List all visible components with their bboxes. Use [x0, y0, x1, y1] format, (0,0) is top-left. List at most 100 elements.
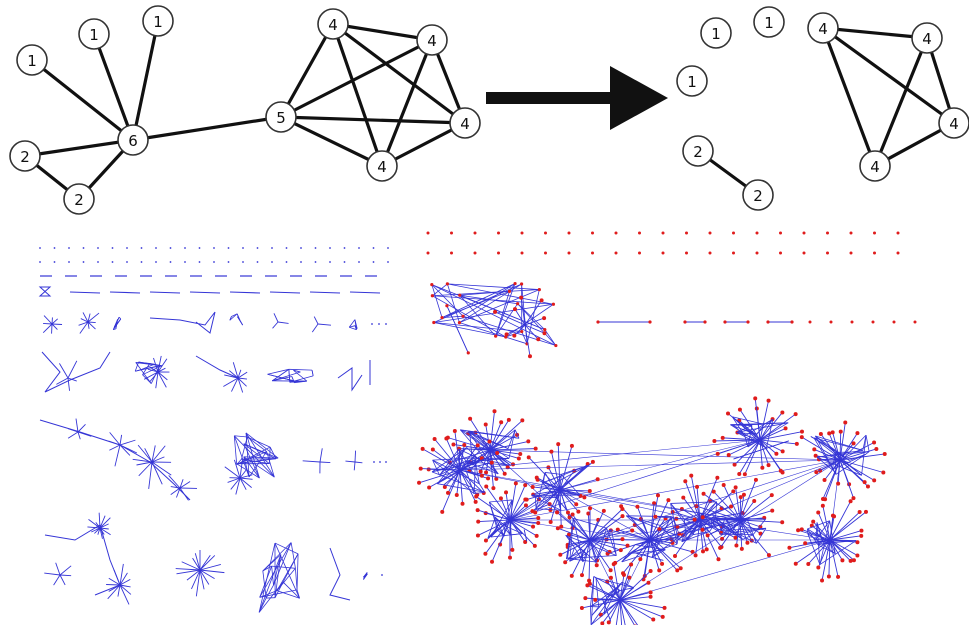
network-node [565, 510, 570, 515]
network-node [473, 499, 478, 504]
network-node [826, 574, 831, 579]
network-edge [348, 319, 356, 328]
network-node [510, 547, 515, 552]
network-edge [154, 363, 160, 366]
network-edge [39, 419, 191, 501]
before-node: 2 [9, 140, 41, 172]
network-edge [443, 464, 469, 485]
network-edge [354, 461, 363, 464]
network-edge [459, 283, 522, 323]
node-label: 4 [922, 30, 932, 48]
node-circle [859, 150, 891, 182]
isolated-node [385, 461, 387, 463]
before-node: 1 [78, 18, 110, 50]
network-edge [236, 463, 260, 479]
network-node [863, 509, 868, 514]
network-edge [591, 586, 619, 616]
network-node [693, 553, 698, 558]
isolated-node [271, 261, 273, 263]
network-edge [815, 435, 862, 476]
network-node [534, 475, 539, 480]
network-edge [487, 523, 506, 539]
network-edge [541, 481, 569, 513]
node-label: 4 [870, 158, 880, 176]
network-edge [738, 439, 761, 475]
network-edge [739, 497, 742, 521]
network-edge [181, 561, 201, 571]
network-node [648, 590, 653, 595]
network-node [579, 605, 584, 610]
network-edge [157, 371, 168, 381]
network-edge [554, 465, 589, 493]
network-edge [524, 324, 539, 340]
network-edge [227, 477, 241, 483]
network-edge [157, 355, 162, 373]
node-label: 2 [753, 187, 763, 205]
network-node [513, 281, 517, 286]
network-edge [245, 432, 260, 479]
network-node [796, 528, 801, 533]
network-node [701, 549, 706, 554]
network-node [457, 320, 462, 325]
network-edge [739, 479, 757, 521]
network-edge [489, 449, 519, 459]
network-node [799, 435, 804, 440]
network-edge [236, 457, 279, 465]
network-edge [489, 419, 510, 451]
network-node [790, 320, 794, 324]
network-edge [509, 519, 651, 541]
network-node [630, 528, 635, 533]
network-edge [835, 453, 866, 475]
network-edge [494, 517, 505, 537]
after-node: 1 [676, 65, 708, 97]
original-graph: 1 1 1 6 2 2 5 4 4 4 4 [9, 5, 481, 215]
network-edge [495, 516, 506, 527]
network-edge [170, 487, 181, 496]
isolated-node [111, 261, 114, 263]
network-edge [138, 361, 155, 365]
network-edge [239, 477, 252, 488]
network-edge [459, 294, 518, 305]
network-edge [243, 456, 260, 479]
network-edge [621, 543, 678, 563]
network-edge [199, 569, 210, 585]
network-edge [458, 449, 475, 494]
network-edge [619, 599, 635, 625]
network-edge [489, 499, 513, 503]
network-node [855, 540, 860, 545]
node-label: 4 [949, 115, 959, 133]
network-edge [262, 570, 267, 599]
network-edge [832, 453, 866, 471]
network-edge [97, 527, 101, 535]
network-node [526, 455, 531, 460]
isolated-node [53, 247, 56, 249]
isolated-node [896, 231, 900, 235]
network-edge [239, 469, 247, 479]
network-edge [231, 377, 239, 392]
network-edge [148, 461, 153, 490]
network-node [723, 320, 727, 324]
network-edge [465, 458, 510, 463]
isolated-node [198, 261, 201, 263]
network-edge [276, 590, 300, 599]
path-edge [229, 291, 261, 294]
node-label: 4 [328, 16, 338, 34]
network-edge [619, 574, 625, 601]
network-edge [739, 500, 755, 521]
network-edge [258, 581, 284, 613]
network-edge [87, 321, 96, 323]
after-node: 1 [753, 6, 785, 38]
before-edge [30, 58, 135, 142]
network-edge [56, 377, 69, 385]
network-node [851, 441, 856, 446]
node-circle [63, 183, 95, 215]
path-edge [349, 291, 381, 294]
network-edge [459, 469, 561, 491]
network-node [827, 431, 832, 436]
network-edge [595, 577, 600, 607]
network-edge [621, 544, 636, 563]
network-edge [78, 321, 89, 326]
network-node [882, 451, 887, 456]
network-edge [470, 449, 491, 463]
network-edge [713, 491, 741, 521]
